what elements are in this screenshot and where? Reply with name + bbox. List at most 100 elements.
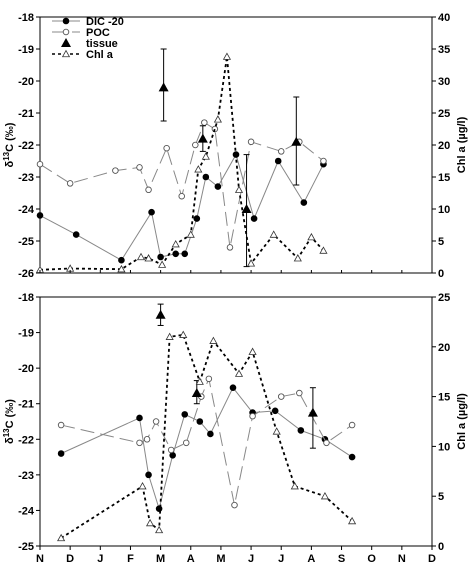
series-line [39, 56, 325, 271]
right-tick-label: 0 [438, 268, 444, 280]
data-point [57, 421, 65, 429]
right-tick-label: 20 [438, 342, 450, 354]
legend-marker-2 [61, 38, 71, 47]
tissue-point [241, 204, 252, 213]
data-point [209, 336, 218, 344]
left-tick-label: -25 [18, 541, 34, 553]
data-point [72, 231, 80, 238]
data-point [145, 471, 152, 479]
left-tick-label: -20 [18, 363, 34, 375]
data-point [274, 157, 282, 165]
data-point [169, 451, 176, 459]
top-panel: -18 -19 -20 -21 -22 -23 -24 -25 -26 40 35 30 25 20 15 1… [2, 12, 469, 280]
top-right-ticks: 40 35 30 25 20 15 10 5 0 [432, 12, 450, 280]
month-tick-label: D [428, 553, 436, 565]
left-tick-label: -20 [18, 76, 34, 88]
tissue-point [158, 82, 169, 92]
month-tick-label: J [97, 553, 103, 565]
legend-label-3: Chl a [86, 49, 114, 61]
data-point [290, 482, 299, 490]
tissue-point [291, 136, 302, 146]
series-line [60, 386, 353, 511]
right-tick-label: 10 [438, 204, 450, 216]
data-point [222, 52, 232, 60]
legend-label-2: tissue [86, 38, 118, 50]
data-point [36, 212, 44, 219]
left-tick-label: -21 [18, 399, 34, 411]
left-tick-label: -25 [18, 236, 34, 248]
bottom-panel: -18 -19 -20 -21 -22 -23 -24 -25 25 20 15 10 5 0 δ13C (… [2, 292, 469, 553]
data-point [226, 244, 234, 251]
data-point [247, 138, 255, 146]
data-point [181, 250, 189, 258]
top-series-chl-a [35, 52, 328, 273]
month-tick-label: M [156, 553, 165, 565]
data-point [186, 230, 195, 238]
data-point [277, 148, 285, 155]
data-point [117, 264, 126, 273]
tissue-point [307, 407, 318, 417]
data-point [348, 453, 356, 461]
month-tick-label: A [307, 553, 315, 565]
data-point [202, 173, 210, 181]
series-line [60, 333, 353, 539]
top-right-axis-label: Chl a (µg/l) [456, 116, 468, 173]
data-point [136, 439, 143, 447]
bottom-left-ticks: -18 -19 -20 -21 -22 -23 -24 -25 [18, 292, 40, 553]
data-point [192, 141, 199, 149]
data-point [155, 525, 164, 534]
data-point [144, 254, 153, 262]
right-tick-label: 40 [438, 12, 450, 24]
left-tick-label: -18 [18, 292, 34, 304]
data-point [148, 208, 155, 216]
right-tick-label: 30 [438, 76, 450, 88]
data-point [300, 199, 308, 206]
month-tick-label: S [338, 553, 345, 565]
data-point [201, 152, 210, 160]
data-point [248, 347, 257, 355]
series-line [60, 377, 353, 506]
data-point [348, 421, 356, 429]
bottom-series-tissue [155, 303, 318, 449]
data-point [246, 259, 256, 267]
month-tick-label: M [216, 553, 225, 565]
right-tick-label: 5 [438, 491, 444, 503]
legend-label-0: DIC -20 [86, 16, 124, 28]
data-point [348, 516, 357, 525]
month-tick-label: J [248, 553, 254, 565]
data-point [293, 254, 302, 262]
right-tick-label: 15 [438, 392, 450, 404]
data-point [193, 215, 201, 222]
left-tick-label: -24 [18, 204, 35, 216]
data-point [145, 518, 155, 527]
data-point [138, 482, 147, 490]
month-tick-label: N [36, 553, 44, 565]
top-left-axis-label: δ13C (‰) [2, 122, 17, 167]
left-tick-label: -21 [18, 108, 34, 120]
right-tick-label: 5 [438, 236, 444, 248]
data-point [57, 450, 65, 457]
data-point [296, 389, 303, 397]
series-line [39, 121, 324, 248]
data-point [136, 164, 143, 171]
data-point [213, 115, 222, 123]
data-point [205, 375, 213, 383]
data-point [196, 418, 204, 425]
month-tick-label: N [398, 553, 406, 565]
right-tick-label: 20 [438, 140, 450, 152]
tissue-point [155, 309, 166, 319]
data-point [229, 384, 237, 392]
data-point [277, 393, 285, 400]
right-tick-label: 35 [438, 44, 450, 56]
data-point [163, 144, 170, 152]
tissue-point [197, 133, 208, 143]
data-point [165, 332, 174, 340]
month-tick-label: F [127, 553, 134, 565]
left-tick-label: -19 [18, 44, 34, 56]
data-point [145, 186, 152, 194]
data-point [66, 180, 74, 187]
data-point [182, 439, 190, 447]
bottom-series-dic-20 [57, 384, 356, 512]
data-point [319, 246, 328, 254]
